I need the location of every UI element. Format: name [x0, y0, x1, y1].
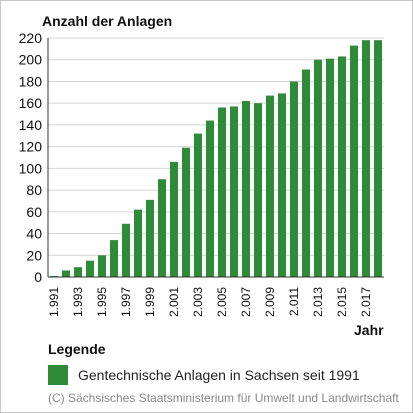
bar	[134, 209, 142, 277]
x-tick-label: 2.013	[311, 287, 325, 317]
y-tick-label: 140	[19, 117, 43, 133]
bar	[146, 199, 154, 277]
bar	[290, 81, 298, 277]
bar	[278, 93, 286, 278]
x-tick-label: 2.007	[239, 287, 253, 317]
bar	[74, 267, 82, 277]
bar	[182, 147, 190, 277]
x-tick-label: 2.005	[215, 287, 229, 317]
bar	[314, 59, 322, 278]
y-tick-label: 220	[19, 30, 43, 46]
bar	[326, 58, 334, 278]
bar	[374, 40, 382, 277]
bar	[362, 40, 370, 277]
bar	[158, 179, 166, 277]
bar	[338, 56, 346, 277]
bar	[266, 95, 274, 277]
bar	[218, 107, 226, 277]
bar	[206, 120, 214, 278]
x-tick-label: 2.017	[359, 287, 373, 317]
bar	[242, 101, 250, 277]
x-tick-label: 1.993	[71, 287, 85, 317]
bar	[122, 223, 130, 277]
bar	[254, 103, 262, 277]
copyright-notice: (C) Sächsisches Staatsministerium für Um…	[48, 391, 399, 405]
x-tick-label: 1.999	[143, 287, 157, 317]
bar	[194, 133, 202, 277]
y-tick-label: 160	[19, 95, 43, 111]
bar	[62, 270, 70, 277]
x-tick-label: 1.991	[47, 287, 61, 317]
legend-title: Legende	[48, 341, 106, 357]
y-tick-label: 80	[26, 182, 42, 198]
y-tick-label: 100	[19, 160, 43, 176]
x-tick-label: 2.001	[167, 287, 181, 317]
legend-label: Gentechnische Anlagen in Sachsen seit 19…	[78, 367, 360, 383]
x-axis-label: Jahr	[354, 322, 384, 338]
y-tick-label: 40	[26, 226, 42, 242]
x-tick-label: 2.015	[335, 287, 349, 317]
bar	[230, 106, 238, 277]
x-tick-label: 1.995	[95, 287, 109, 317]
legend-item: Gentechnische Anlagen in Sachsen seit 19…	[48, 365, 360, 385]
x-tick-label: 2.009	[263, 287, 277, 317]
x-tick-label: 1.997	[119, 287, 133, 317]
bar	[302, 69, 310, 277]
bar	[86, 260, 94, 277]
y-tick-label: 180	[19, 73, 43, 89]
bar	[110, 240, 118, 277]
bar	[170, 161, 178, 277]
y-tick-label: 60	[26, 204, 42, 220]
y-tick-label: 120	[19, 139, 43, 155]
y-tick-label: 20	[26, 247, 42, 263]
bar	[350, 45, 358, 277]
x-tick-label: 2.011	[287, 287, 301, 316]
bar	[98, 255, 106, 277]
bar	[50, 275, 58, 277]
y-tick-label: 0	[34, 269, 42, 285]
x-tick-label: 2.003	[191, 287, 205, 317]
legend-swatch	[48, 365, 68, 385]
y-tick-label: 200	[19, 52, 43, 68]
y-axis-label: Anzahl der Anlagen	[42, 13, 173, 29]
